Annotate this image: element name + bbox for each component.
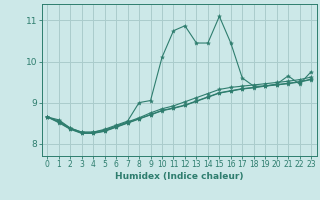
- X-axis label: Humidex (Indice chaleur): Humidex (Indice chaleur): [115, 172, 244, 181]
